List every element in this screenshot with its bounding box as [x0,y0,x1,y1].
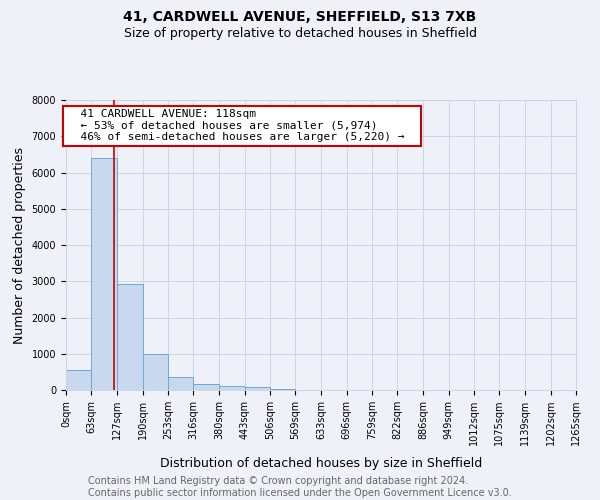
Bar [193,384,219,390]
Bar [66,370,91,390]
Text: Distribution of detached houses by size in Sheffield: Distribution of detached houses by size … [160,458,482,470]
Bar [143,354,168,390]
Y-axis label: Number of detached properties: Number of detached properties [13,146,26,344]
Bar [245,388,270,390]
Text: 41 CARDWELL AVENUE: 118sqm  
  ← 53% of detached houses are smaller (5,974)  
  : 41 CARDWELL AVENUE: 118sqm ← 53% of deta… [67,109,418,142]
Text: Contains HM Land Registry data © Crown copyright and database right 2024.
Contai: Contains HM Land Registry data © Crown c… [88,476,512,498]
Text: Size of property relative to detached houses in Sheffield: Size of property relative to detached ho… [124,28,476,40]
Bar [91,158,117,390]
Bar [168,377,193,390]
Bar [219,386,245,390]
Text: 41, CARDWELL AVENUE, SHEFFIELD, S13 7XB: 41, CARDWELL AVENUE, SHEFFIELD, S13 7XB [124,10,476,24]
Bar [117,284,143,390]
